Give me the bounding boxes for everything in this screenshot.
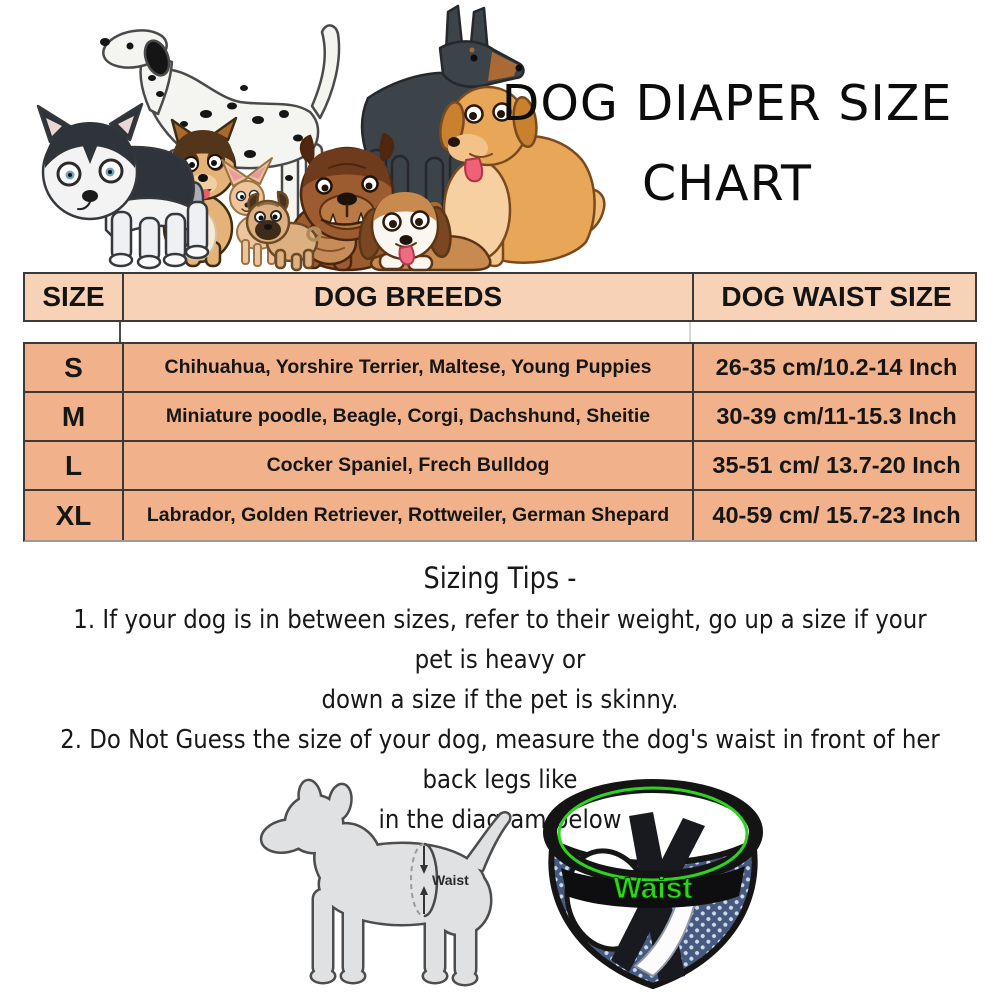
- page-title-line2: CHART: [642, 155, 812, 212]
- waist-arrow-up-icon: [420, 886, 428, 914]
- table-row: L Cocker Spaniel, Frech Bulldog 35-51 cm…: [25, 442, 975, 491]
- page-title: DOG DIAPER SIZE CHART: [472, 64, 982, 224]
- breeds-cell: Chihuahua, Yorshire Terrier, Maltese, Yo…: [122, 344, 692, 391]
- waist-measure-ellipse: [410, 842, 439, 918]
- sizing-tips: Sizing Tips - 1. If your dog is in betwe…: [60, 556, 940, 840]
- size-cell: M: [61, 400, 86, 432]
- gap-divider-2: [689, 322, 691, 342]
- table-gap: [23, 322, 977, 342]
- breeds-cell: Miniature poodle, Beagle, Corgi, Dachshu…: [122, 393, 692, 440]
- column-header-size: SIZE: [42, 281, 105, 312]
- table-row: M Miniature poodle, Beagle, Corgi, Dachs…: [25, 393, 975, 442]
- diaper-illustration: Waist: [543, 779, 763, 989]
- size-cell: S: [64, 351, 83, 383]
- diaper-waist-label: Waist: [614, 872, 693, 905]
- sizing-tips-heading: Sizing Tips -: [423, 561, 577, 595]
- page-title-line1: DOG DIAPER SIZE: [501, 75, 953, 132]
- beagle-icon: [358, 191, 492, 272]
- waist-cell: 26-35 cm/10.2-14 Inch: [692, 344, 979, 391]
- waist-cell: 35-51 cm/ 13.7-20 Inch: [692, 442, 979, 489]
- table-body: S Chihuahua, Yorshire Terrier, Maltese, …: [23, 342, 977, 542]
- column-header-waist: DOG WAIST SIZE: [692, 274, 979, 320]
- tip-line: 2. Do Not Guess the size of your dog, me…: [60, 725, 940, 795]
- diaper-waistband: [543, 779, 763, 908]
- husky-icon: [36, 102, 210, 270]
- waist-cell: 30-39 cm/11-15.3 Inch: [692, 393, 979, 440]
- waist-cell: 40-59 cm/ 15.7-23 Inch: [692, 491, 979, 540]
- waist-highlight-ring: [557, 786, 749, 882]
- dog-group-illustration: [36, 4, 606, 272]
- dog-waist-diagram: Waist: [252, 772, 528, 998]
- table-row: XL Labrador, Golden Retriever, Rottweile…: [25, 491, 975, 540]
- size-cell: XL: [55, 499, 92, 531]
- size-chart-table: SIZE DOG BREEDS DOG WAIST SIZE S Chihuah…: [23, 272, 977, 542]
- table-row: S Chihuahua, Yorshire Terrier, Maltese, …: [25, 344, 975, 393]
- gap-divider-1: [119, 322, 121, 342]
- size-cell: L: [64, 449, 83, 481]
- dog-silhouette: [259, 780, 509, 984]
- tip-line: down a size if the pet is skinny.: [321, 685, 679, 715]
- breeds-cell: Labrador, Golden Retriever, Rottweiler, …: [122, 491, 692, 540]
- tip-line: 1. If your dog is in between sizes, refe…: [73, 605, 927, 675]
- table-header-row: SIZE DOG BREEDS DOG WAIST SIZE: [23, 272, 977, 322]
- waist-arrow-down-icon: [420, 846, 428, 874]
- pug-icon: [245, 190, 322, 272]
- golden-retriever-icon: [439, 85, 606, 268]
- dog-waist-label: Waist: [432, 872, 469, 888]
- breeds-cell: Cocker Spaniel, Frech Bulldog: [122, 442, 692, 489]
- column-header-breeds: DOG BREEDS: [122, 274, 692, 320]
